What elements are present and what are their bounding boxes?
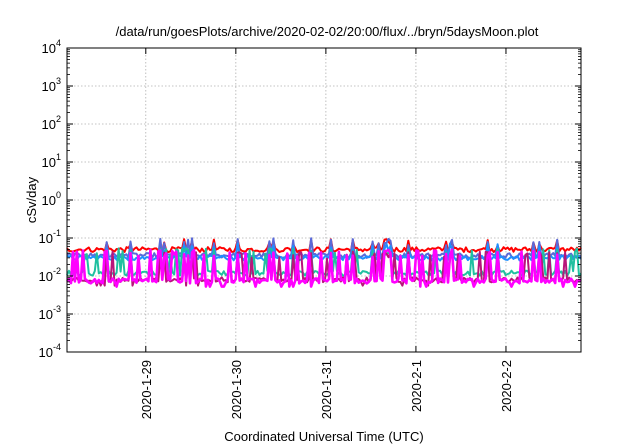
x-tick-label: 2020-2-2 [499,360,514,412]
x-tick-label: 2020-1-31 [319,360,334,419]
series-line [66,248,582,288]
x-axis-label: Coordinated Universal Time (UTC) [224,429,423,444]
y-tick-label: 10-3 [39,304,61,322]
y-axis: 10-4 10-3 10-2 10-1 100 101 102 103 104 [39,38,581,360]
series-layer [66,237,582,288]
x-tick-label: 2020-1-30 [229,360,244,419]
series-line [66,242,582,262]
y-axis-label: cSv/day [24,176,39,223]
y-tick-label: 104 [42,38,61,56]
grid [67,48,581,352]
y-tick-label: 10-4 [39,342,61,360]
y-tick-label: 10-2 [39,266,61,284]
chart-title: /data/run/goesPlots/archive/2020-02-02/2… [116,24,539,39]
y-tick-label: 10-1 [39,228,61,246]
series-line [66,238,582,254]
x-axis: 2020-1-29 2020-1-30 2020-1-31 2020-2-1 2020-… [139,48,514,419]
y-tick-label: 102 [42,114,61,132]
y-tick-label: 103 [42,76,61,94]
y-tick-label: 101 [42,152,61,170]
y-tick-label: 100 [42,190,61,208]
x-tick-label: 2020-2-1 [409,360,424,412]
x-tick-label: 2020-1-29 [139,360,154,419]
